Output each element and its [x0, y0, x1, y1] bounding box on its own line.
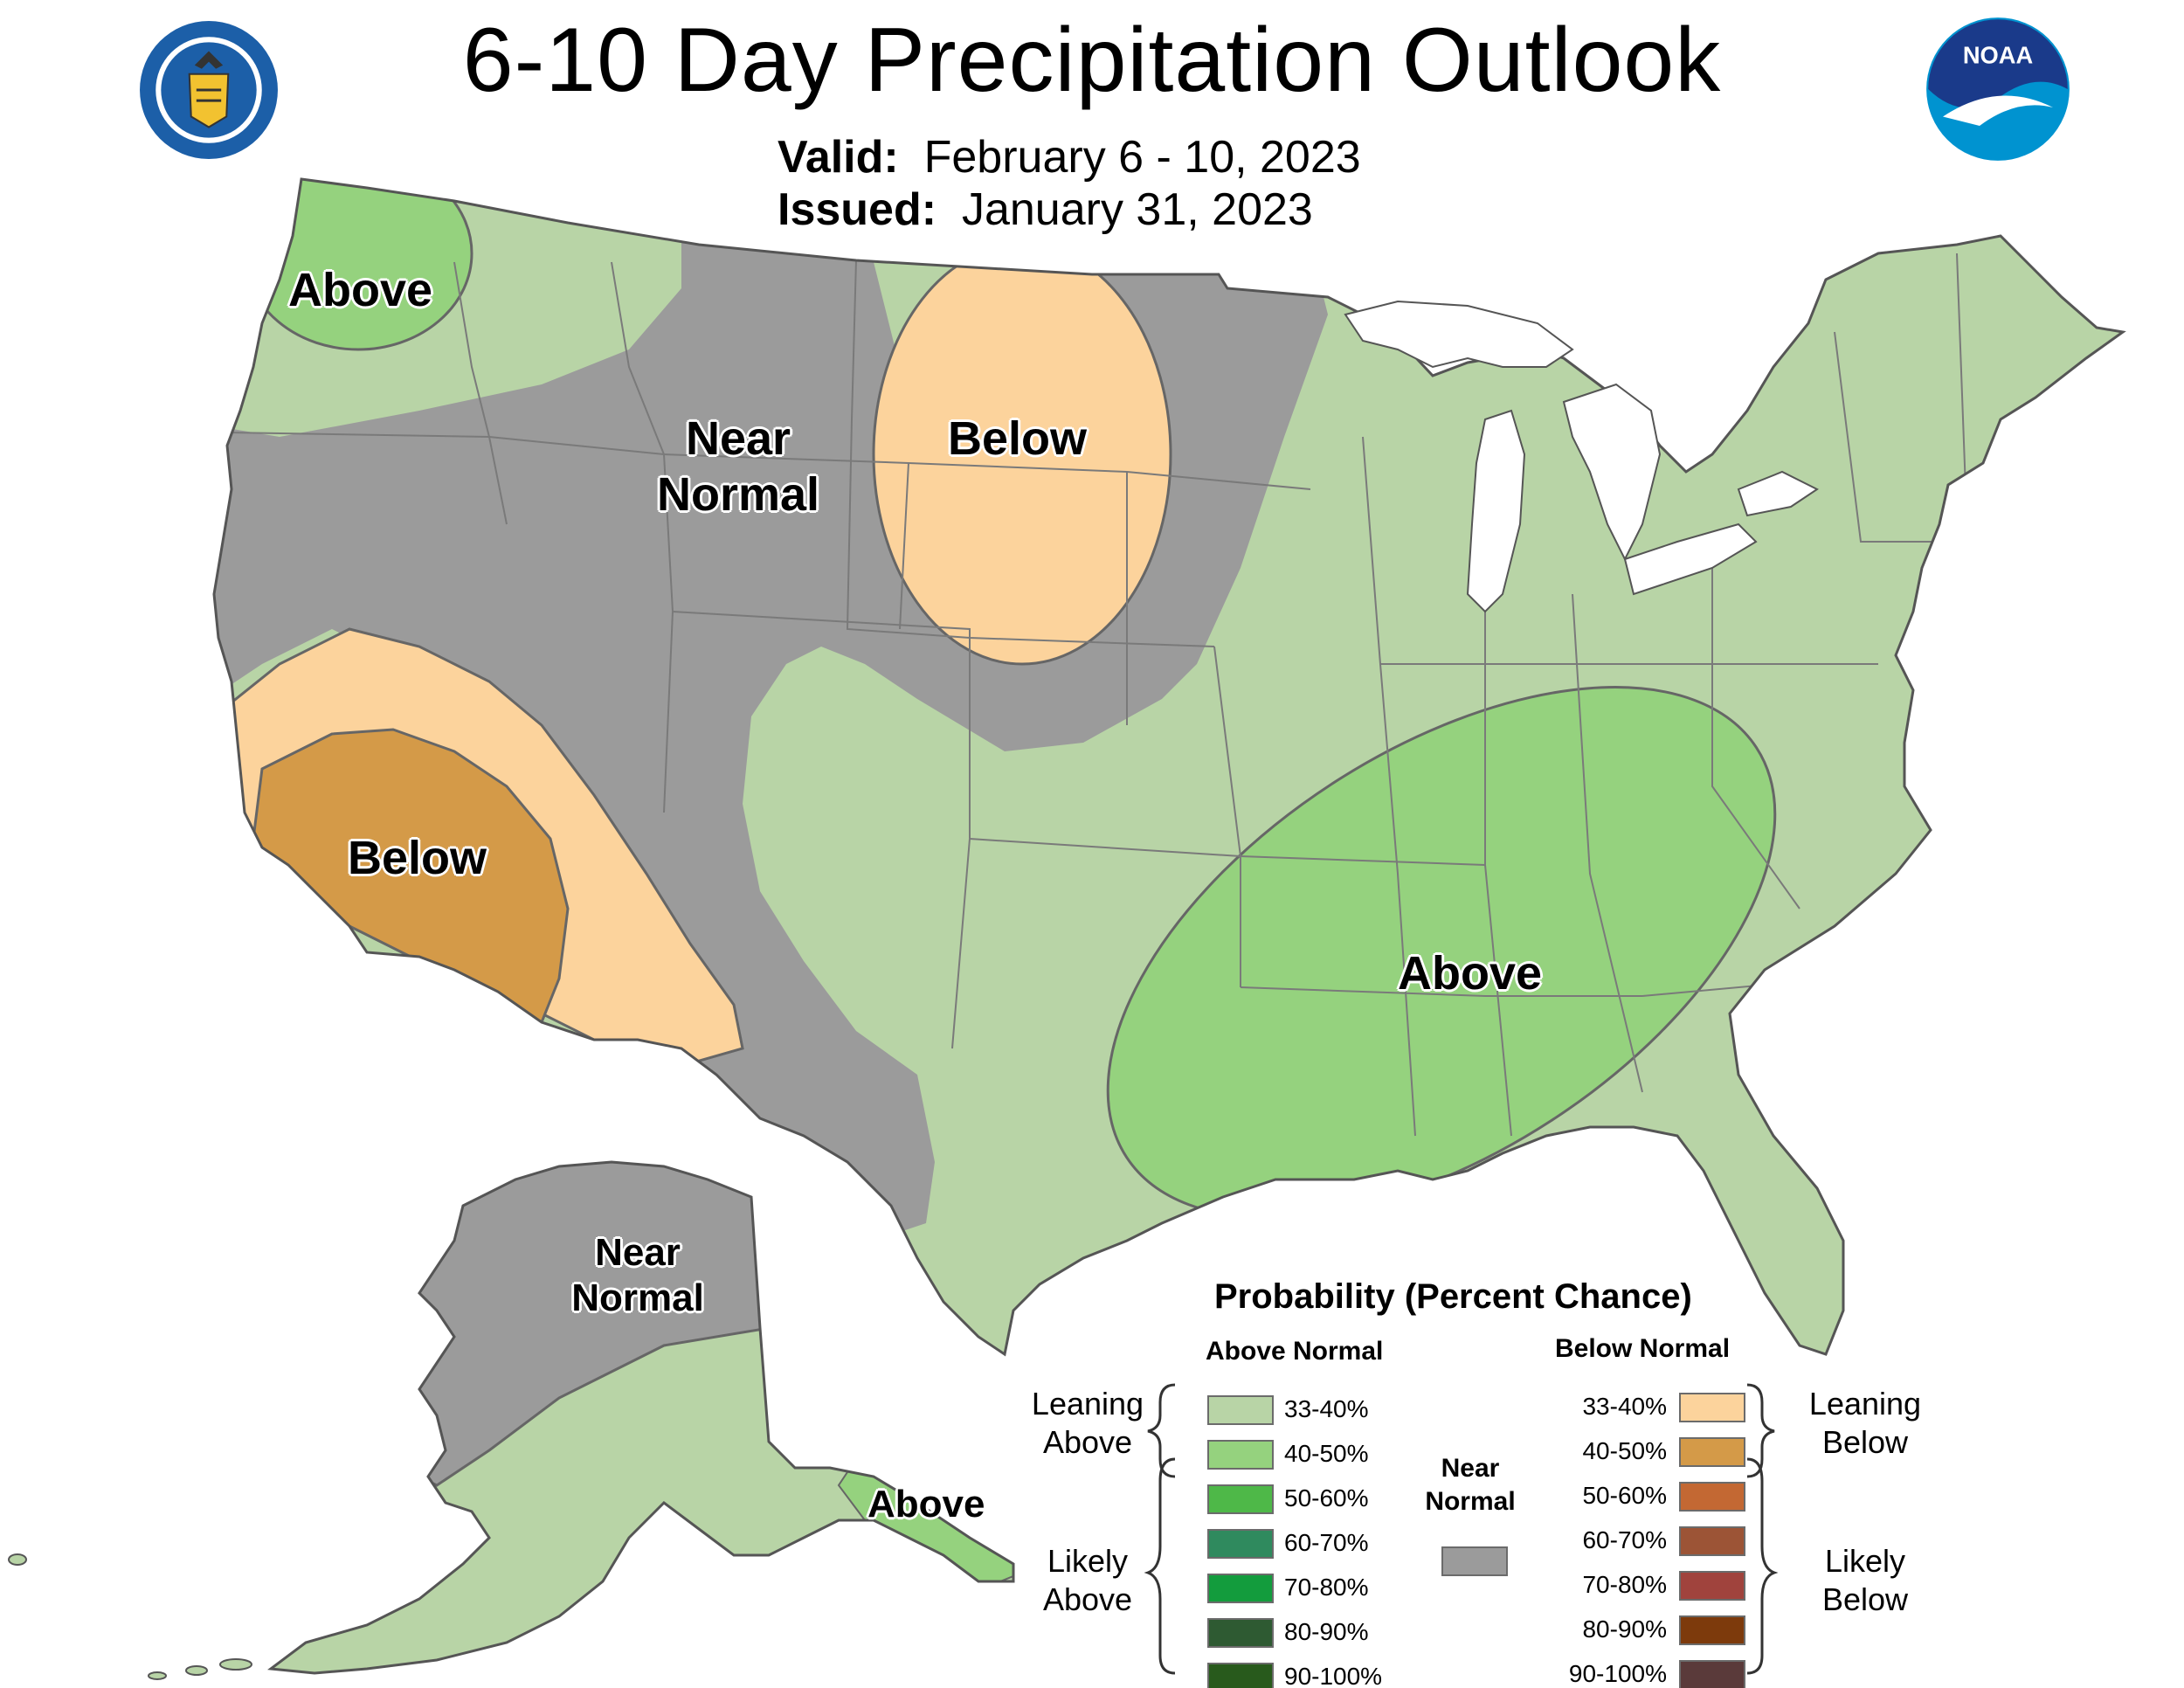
legend-above-swatch [1207, 1574, 1274, 1603]
legend-below-percent: 60-70% [1582, 1526, 1667, 1553]
label-alaska-above: Above [867, 1483, 985, 1525]
legend-below-swatch [1679, 1437, 1745, 1467]
legend-below-swatch [1679, 1393, 1745, 1422]
legend-above-header: Above Normal [1206, 1337, 1384, 1366]
label-near-normal: Near Normal [638, 411, 839, 522]
legend-above-swatch [1207, 1663, 1274, 1688]
label-california-below: Below [348, 832, 487, 884]
legend-above-percent: 40-50% [1284, 1440, 1369, 1467]
legend-above-swatch [1207, 1529, 1274, 1559]
label-alaska-near-line2: Normal [571, 1276, 704, 1319]
likely-below-line2: Below [1821, 1581, 1909, 1617]
legend-likely-above-label: Likely Above [1018, 1542, 1158, 1619]
legend-near-normal-label: Near Normal [1413, 1452, 1527, 1519]
legend-below-percent: 33-40% [1582, 1393, 1667, 1420]
leaning-below-line2: Below [1821, 1424, 1909, 1460]
legend-above-swatch [1207, 1484, 1274, 1514]
leaning-below-line1: Leaning [1808, 1386, 1922, 1422]
leaning-above-line2: Above [1042, 1424, 1133, 1460]
legend-above-swatch [1207, 1618, 1274, 1648]
legend-above-percent: 50-60% [1284, 1484, 1369, 1512]
commerce-seal-logo [140, 21, 278, 159]
legend-below-swatch [1679, 1482, 1745, 1512]
issued-value: January 31, 2023 [961, 184, 1313, 235]
legend-below-swatch [1679, 1526, 1745, 1556]
legend-above-swatch [1207, 1440, 1274, 1470]
leaning-above-line1: Leaning [1031, 1386, 1144, 1422]
great-lakes [1344, 300, 1819, 613]
label-near-normal-line2: Normal [656, 468, 820, 521]
label-pnw-above: Above [288, 264, 433, 316]
noaa-logo-text: NOAA [1963, 42, 2033, 69]
legend-below-percent: 70-80% [1582, 1571, 1667, 1598]
label-plains-below: Below [948, 412, 1088, 465]
legend-likely-below-label: Likely Below [1791, 1542, 1939, 1619]
legend-above-percent: 33-40% [1284, 1395, 1369, 1422]
legend-below-percent: 90-100% [1568, 1660, 1667, 1687]
legend-near-normal-swatch [1441, 1546, 1508, 1576]
valid-label: Valid: [778, 132, 899, 183]
legend-above-swatch [1207, 1395, 1274, 1425]
valid-dates: Valid: February 6 - 10, 2023 [778, 131, 1361, 183]
legend-above-percent: 90-100% [1284, 1663, 1383, 1688]
legend-above-percent: 80-90% [1284, 1618, 1369, 1645]
legend-above-percent: 60-70% [1284, 1529, 1369, 1556]
legend-title: Probability (Percent Chance) [1214, 1277, 1692, 1316]
legend-below-percent: 40-50% [1582, 1437, 1667, 1464]
label-near-normal-line1: Near [685, 412, 791, 465]
legend-below-swatch [1679, 1615, 1745, 1645]
near-normal-line1: Near [1441, 1454, 1500, 1483]
likely-below-line1: Likely [1824, 1543, 1906, 1579]
legend-below-swatch [1679, 1571, 1745, 1601]
legend-below-swatch [1679, 1660, 1745, 1688]
issued-label: Issued: [778, 184, 937, 235]
legend-leaning-below-label: Leaning Below [1791, 1385, 1939, 1462]
label-southeast-above: Above [1398, 947, 1543, 1000]
issued-date: Issued: January 31, 2023 [778, 183, 1313, 236]
legend-above-percent: 70-80% [1284, 1574, 1369, 1601]
label-alaska-near-line1: Near [595, 1231, 681, 1274]
legend-below-percent: 80-90% [1582, 1615, 1667, 1643]
likely-above-line2: Above [1042, 1581, 1133, 1617]
legend-below-header: Below Normal [1555, 1334, 1731, 1363]
near-normal-line2: Normal [1425, 1487, 1516, 1516]
likely-above-line1: Likely [1047, 1543, 1129, 1579]
legend-braces [1144, 1383, 1779, 1675]
legend-below-percent: 50-60% [1582, 1482, 1667, 1509]
legend-leaning-above-label: Leaning Above [1018, 1385, 1158, 1462]
page-title: 6-10 Day Precipitation Outlook [462, 10, 1722, 111]
noaa-logo: NOAA [1926, 17, 2070, 161]
label-alaska-near-normal: Near Normal [559, 1230, 716, 1321]
valid-value: February 6 - 10, 2023 [923, 132, 1361, 183]
